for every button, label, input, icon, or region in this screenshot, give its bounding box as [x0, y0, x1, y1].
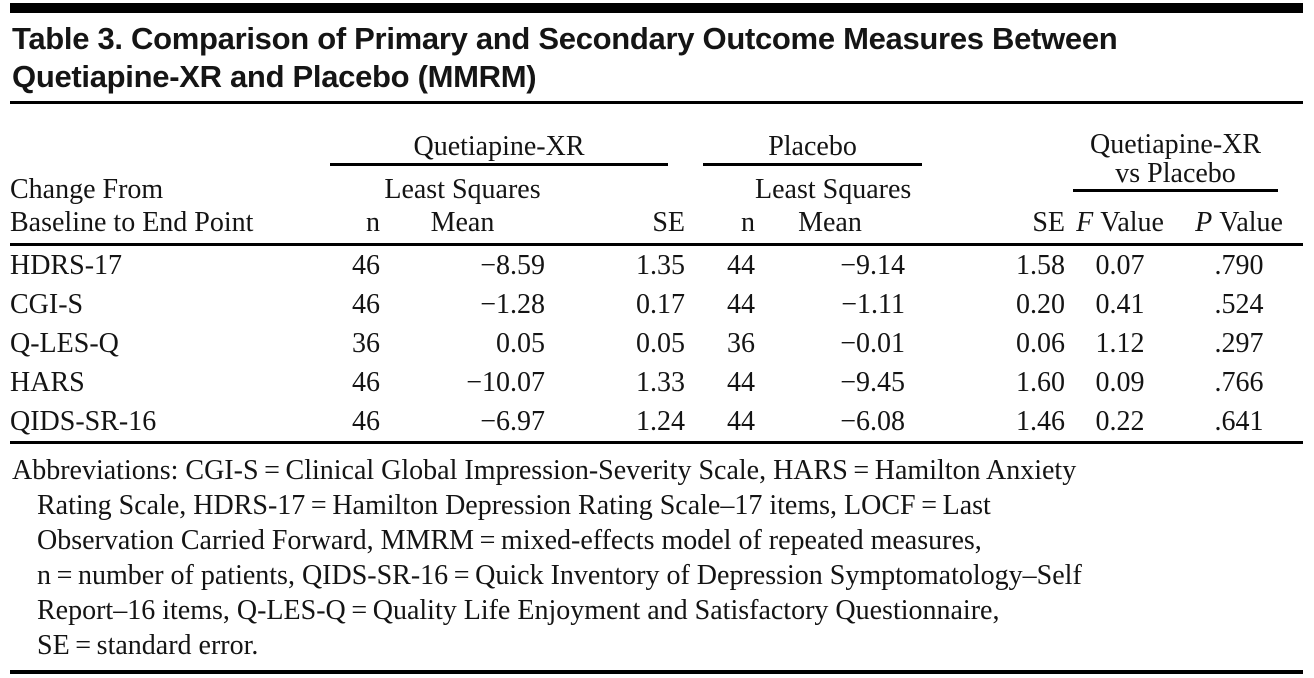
- spanner-row: Quetiapine-XR Placebo Quetiapine-XR vs P…: [10, 104, 1303, 192]
- group-vs-label-line2: vs Placebo: [1115, 158, 1236, 189]
- footnote: Abbreviations: CGI-S = Clinical Global I…: [12, 453, 1303, 663]
- row-label: CGI-S: [10, 289, 84, 320]
- cell-p-se: 1.58: [1016, 250, 1066, 281]
- cell-p-value: .766: [1214, 367, 1264, 398]
- p-symbol: P: [1195, 207, 1213, 238]
- col-header-p-mean-line1: Least Squares: [755, 174, 912, 205]
- cell-p-se: 1.60: [1016, 367, 1066, 398]
- group-vs-label: Quetiapine-XR vs Placebo: [1073, 129, 1279, 192]
- cell-p-mean: −0.01: [840, 328, 905, 359]
- cell-p-n: 44: [685, 402, 755, 444]
- cell-p-se: 1.46: [905, 402, 1066, 444]
- group-vs-label-line1: Quetiapine-XR: [1090, 129, 1262, 160]
- table-row: Q-LES-Q 36 0.05 0.05 36 −0.01 0.06 1.12 …: [10, 324, 1303, 363]
- cell-q-n: 46: [352, 289, 380, 320]
- cell-p-mean: −6.08: [755, 402, 905, 444]
- title-separator-rule: [10, 101, 1303, 104]
- cell-q-se: 0.17: [636, 289, 685, 320]
- cell-q-mean: −6.97: [380, 402, 545, 444]
- cell-q-mean: −10.07: [466, 367, 545, 398]
- bottom-rule: [10, 670, 1303, 674]
- group-placebo-cell: Placebo: [685, 104, 1065, 166]
- col-header-q-mean-line2: Mean: [430, 207, 495, 238]
- f-symbol: F: [1076, 207, 1094, 238]
- cell-q-n: 36: [352, 328, 380, 359]
- footnote-line: n = number of patients, QIDS-SR-16 = Qui…: [37, 560, 1082, 591]
- cell-p-mean: −9.45: [840, 367, 905, 398]
- col-header-q-se: SE: [545, 166, 685, 246]
- spanner-stub-spacer: [10, 104, 330, 166]
- footnote-line: Rating Scale, HDRS-17 = Hamilton Depress…: [37, 490, 991, 521]
- cell-f-value: 1.12: [1095, 328, 1145, 359]
- cell-f-value: 0.09: [1095, 367, 1145, 398]
- footnote-line: Report–16 items, Q-LES-Q = Quality Life …: [37, 595, 1000, 626]
- cell-q-mean: 0.05: [496, 328, 545, 359]
- row-label: HARS: [10, 367, 85, 398]
- cell-q-mean: −8.59: [480, 250, 545, 281]
- table-body: HDRS-17 46 −8.59 1.35 44 −9.14 1.58 0.07…: [10, 245, 1304, 444]
- cell-p-value: .641: [1175, 402, 1304, 444]
- cell-p-mean: −1.11: [841, 289, 905, 320]
- table-row: HDRS-17 46 −8.59 1.35 44 −9.14 1.58 0.07…: [10, 245, 1303, 286]
- top-thick-rule: [10, 3, 1303, 13]
- cell-p-mean: −9.14: [840, 250, 905, 281]
- f-rest: Value: [1100, 207, 1164, 238]
- col-header-p-mean-line2: Mean: [798, 207, 862, 238]
- col-header-p-value: P Value: [1175, 166, 1304, 246]
- cell-p-n: 44: [727, 289, 755, 320]
- table-row: CGI-S 46 −1.28 0.17 44 −1.11 0.20 0.41 .…: [10, 285, 1303, 324]
- outcomes-table: Quetiapine-XR Placebo Quetiapine-XR vs P…: [10, 104, 1304, 444]
- column-header-row: Change From Baseline to End Point n Leas…: [10, 166, 1304, 246]
- row-label: QIDS-SR-16: [10, 402, 330, 444]
- cell-q-n: 46: [352, 367, 380, 398]
- cell-q-mean: −1.28: [480, 289, 545, 320]
- col-header-p-mean: Least Squares Mean: [755, 166, 912, 246]
- col-header-f-value: F Value: [1065, 166, 1176, 246]
- group-vs-cell: Quetiapine-XR vs Placebo: [1065, 104, 1303, 192]
- cell-q-se: 1.24: [545, 402, 685, 444]
- group-placebo-label: Placebo: [703, 132, 923, 166]
- table-title-line2: Quetiapine-XR and Placebo (MMRM): [12, 59, 537, 94]
- cell-p-value: .524: [1214, 289, 1264, 320]
- cell-p-value: .297: [1214, 328, 1264, 359]
- stub-header-line1: Change From: [10, 174, 164, 205]
- cell-q-n: 46: [352, 250, 380, 281]
- p-rest: Value: [1219, 207, 1283, 238]
- row-label: HDRS-17: [10, 250, 123, 281]
- cell-q-se: 1.33: [636, 367, 685, 398]
- cell-p-value: .790: [1214, 250, 1264, 281]
- col-header-p-se: SE: [905, 166, 1066, 246]
- col-header-q-n: n: [330, 166, 380, 246]
- cell-q-n: 46: [330, 402, 380, 444]
- col-header-p-n: n: [685, 166, 755, 246]
- table-title: Table 3. Comparison of Primary and Secon…: [12, 20, 1303, 96]
- table-title-line1: Table 3. Comparison of Primary and Secon…: [12, 21, 1118, 56]
- cell-f-value: 0.41: [1095, 289, 1145, 320]
- cell-p-n: 36: [727, 328, 755, 359]
- cell-p-se: 0.20: [1016, 289, 1066, 320]
- col-header-q-mean-line1: Least Squares: [384, 174, 541, 205]
- cell-p-n: 44: [727, 367, 755, 398]
- stub-header: Change From Baseline to End Point: [10, 166, 330, 246]
- footnote-line: SE = standard error.: [37, 630, 259, 661]
- table-row: HARS 46 −10.07 1.33 44 −9.45 1.60 0.09 .…: [10, 363, 1303, 402]
- table-header: Quetiapine-XR Placebo Quetiapine-XR vs P…: [10, 104, 1304, 246]
- cell-f-value: 0.22: [1065, 402, 1176, 444]
- cell-p-se: 0.06: [1016, 328, 1066, 359]
- table-row: QIDS-SR-16 46 −6.97 1.24 44 −6.08 1.46 0…: [10, 402, 1304, 444]
- cell-q-se: 0.05: [636, 328, 685, 359]
- group-quetiapine-label: Quetiapine-XR: [330, 132, 668, 166]
- cell-p-n: 44: [727, 250, 755, 281]
- col-header-q-mean: Least Squares Mean: [380, 166, 545, 246]
- cell-q-se: 1.35: [636, 250, 685, 281]
- row-label: Q-LES-Q: [10, 328, 119, 359]
- cell-f-value: 0.07: [1095, 250, 1145, 281]
- stub-header-line2: Baseline to End Point: [10, 207, 254, 238]
- footnote-line: Abbreviations: CGI-S = Clinical Global I…: [12, 455, 1077, 486]
- group-quetiapine-cell: Quetiapine-XR: [330, 104, 685, 166]
- footnote-line: Observation Carried Forward, MMRM = mixe…: [37, 525, 982, 556]
- table-figure: Table 3. Comparison of Primary and Secon…: [0, 3, 1314, 678]
